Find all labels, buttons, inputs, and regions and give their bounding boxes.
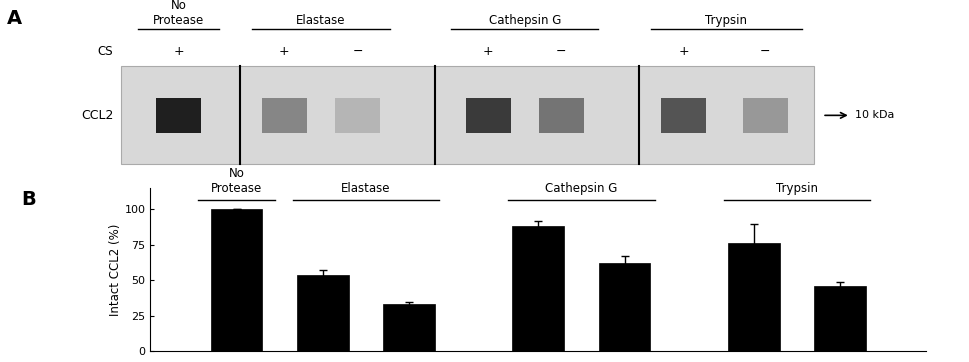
Bar bbox=[156, 98, 201, 132]
Bar bbox=[512, 227, 564, 351]
Text: CS: CS bbox=[98, 45, 113, 58]
Bar bbox=[121, 66, 813, 164]
Bar bbox=[598, 263, 650, 351]
Text: Cathepsin G: Cathepsin G bbox=[545, 182, 617, 195]
Text: CCL2: CCL2 bbox=[80, 109, 113, 122]
Bar bbox=[742, 98, 787, 132]
Text: 10 kDa: 10 kDa bbox=[854, 110, 893, 120]
Text: +: + bbox=[677, 45, 688, 58]
Text: No
Protease: No Protease bbox=[210, 167, 262, 195]
Text: +: + bbox=[173, 45, 183, 58]
Y-axis label: Intact CCL2 (%): Intact CCL2 (%) bbox=[109, 223, 121, 316]
Bar bbox=[335, 98, 380, 132]
Text: Trypsin: Trypsin bbox=[775, 182, 817, 195]
Text: +: + bbox=[483, 45, 493, 58]
Text: Elastase: Elastase bbox=[296, 14, 346, 27]
Text: Elastase: Elastase bbox=[341, 182, 391, 195]
Text: A: A bbox=[8, 9, 22, 28]
Text: +: + bbox=[279, 45, 290, 58]
Text: No
Protease: No Protease bbox=[153, 0, 203, 27]
Bar bbox=[210, 210, 263, 351]
Text: B: B bbox=[21, 190, 36, 209]
Bar bbox=[728, 244, 779, 351]
Text: −: − bbox=[555, 45, 566, 58]
Bar bbox=[262, 98, 306, 132]
Text: Trypsin: Trypsin bbox=[704, 14, 747, 27]
Bar bbox=[465, 98, 510, 132]
Bar bbox=[383, 304, 434, 351]
Text: −: − bbox=[759, 45, 769, 58]
Bar bbox=[661, 98, 705, 132]
Bar bbox=[813, 286, 865, 351]
Text: −: − bbox=[352, 45, 362, 58]
Bar bbox=[539, 98, 583, 132]
Text: Cathepsin G: Cathepsin G bbox=[488, 14, 560, 27]
Bar bbox=[297, 275, 348, 351]
